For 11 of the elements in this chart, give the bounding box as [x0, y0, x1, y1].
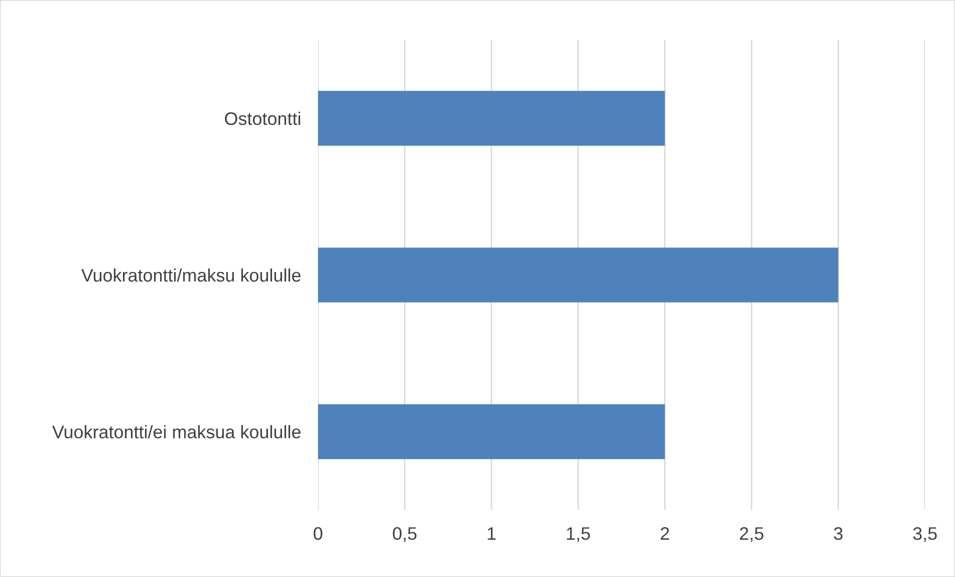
- y-tick-label: Ostotontti: [224, 112, 300, 126]
- x-tick-label: 0: [314, 527, 322, 540]
- x-tick-label: 0,5: [392, 527, 417, 542]
- y-tick-label: Vuokratontti/ei maksua koululle: [52, 425, 301, 438]
- x-tick-label: 2: [660, 527, 669, 540]
- x-tick-label: 3: [834, 527, 843, 540]
- x-tick-label: 1,5: [566, 527, 590, 542]
- x-tick-label: 3,5: [913, 527, 937, 542]
- y-tick-label: Vuokratontti/maksu koululle: [81, 268, 301, 282]
- x-tick-label: 1: [488, 527, 496, 540]
- x-tick-label: 2,5: [740, 527, 764, 542]
